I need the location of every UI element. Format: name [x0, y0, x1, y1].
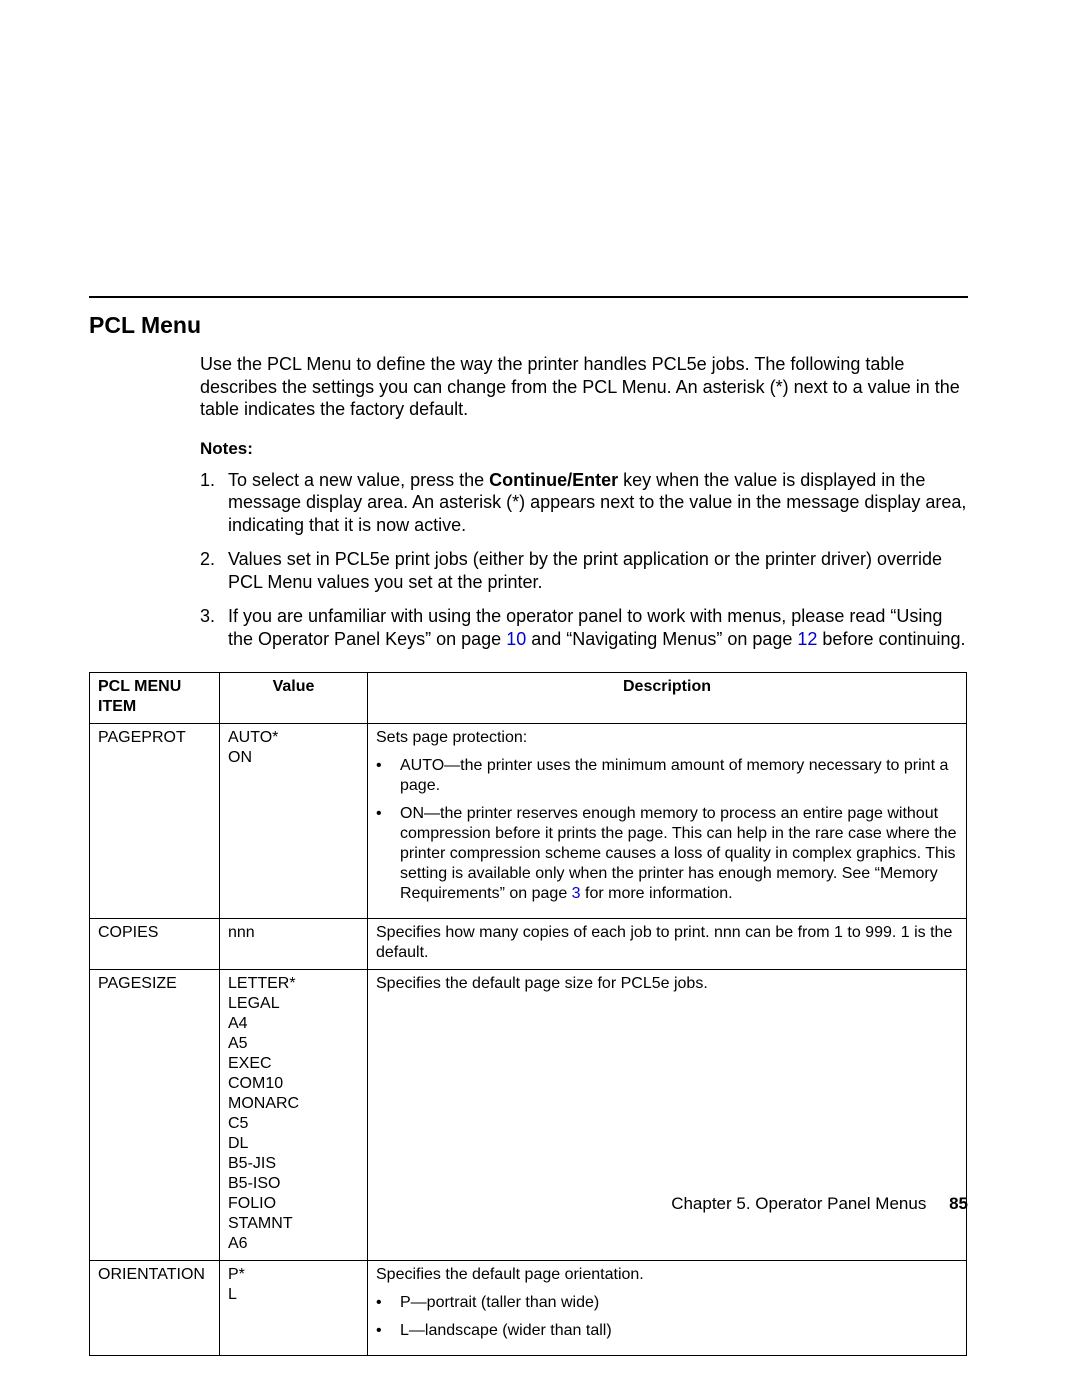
desc-bullet: •L—landscape (wider than tall)	[376, 1321, 958, 1341]
value-option: DL	[228, 1134, 359, 1154]
page-ref-link[interactable]: 3	[572, 885, 581, 902]
cell-item: ORIENTATION	[90, 1261, 220, 1356]
value-option: nnn	[228, 923, 359, 943]
footer-chapter: Chapter 5. Operator Panel Menus	[671, 1194, 926, 1213]
value-option: ON	[228, 748, 359, 768]
note-item: 2. Values set in PCL5e print jobs (eithe…	[200, 548, 968, 593]
cell-description: Sets page protection: •AUTO—the printer u…	[368, 724, 967, 919]
value-option: B5-JIS	[228, 1154, 359, 1174]
notes-label: Notes:	[200, 439, 968, 459]
value-option: C5	[228, 1114, 359, 1134]
bullet-text: AUTO—the printer uses the minimum amount…	[400, 756, 958, 796]
bullet-text: L—landscape (wider than tall)	[400, 1321, 612, 1341]
value-option: LETTER*	[228, 974, 359, 994]
value-option: MONARC	[228, 1094, 359, 1114]
intro-paragraph: Use the PCL Menu to define the way the p…	[200, 353, 968, 421]
bullet-icon: •	[376, 1293, 400, 1313]
table-header-row: PCL MENU ITEM Value Description	[90, 673, 967, 724]
desc-bullet: •AUTO—the printer uses the minimum amoun…	[376, 756, 958, 796]
bullet-icon: •	[376, 804, 400, 904]
desc-intro: Specifies the default page orientation.	[376, 1265, 958, 1285]
value-option: STAMNT	[228, 1214, 359, 1234]
cell-value: AUTO*ON	[220, 724, 368, 919]
value-option: A5	[228, 1034, 359, 1054]
note-text: If you are unfamiliar with using the ope…	[228, 605, 968, 650]
cell-description: Specifies how many copies of each job to…	[368, 919, 967, 970]
note-item: 1. To select a new value, press the Cont…	[200, 469, 968, 537]
value-option: LEGAL	[228, 994, 359, 1014]
cell-value: nnn	[220, 919, 368, 970]
page-ref-link[interactable]: 12	[797, 629, 817, 649]
desc-bullet-list: •AUTO—the printer uses the minimum amoun…	[376, 756, 958, 904]
cell-description: Specifies the default page orientation. •…	[368, 1261, 967, 1356]
value-option: B5-ISO	[228, 1174, 359, 1194]
page-ref-link[interactable]: 10	[506, 629, 526, 649]
cell-item: COPIES	[90, 919, 220, 970]
note-number: 2.	[200, 548, 228, 593]
cell-item: PAGESIZE	[90, 970, 220, 1261]
note-text: To select a new value, press the Continu…	[228, 469, 968, 537]
cell-item: PAGEPROT	[90, 724, 220, 919]
value-option: EXEC	[228, 1054, 359, 1074]
value-option: A6	[228, 1234, 359, 1254]
value-option: P*	[228, 1265, 359, 1285]
notes-list: 1. To select a new value, press the Cont…	[200, 469, 968, 651]
desc-bullet: •ON—the printer reserves enough memory t…	[376, 804, 958, 904]
page-footer: Chapter 5. Operator Panel Menus 85	[89, 1194, 968, 1214]
bullet-icon: •	[376, 756, 400, 796]
note-item: 3. If you are unfamiliar with using the …	[200, 605, 968, 650]
table-row: COPIES nnn Specifies how many copies of ea…	[90, 919, 967, 970]
desc-text: Specifies how many copies of each job to…	[376, 923, 958, 963]
note-text: Values set in PCL5e print jobs (either b…	[228, 548, 968, 593]
value-option: COM10	[228, 1074, 359, 1094]
cell-description: Specifies the default page size for PCL5…	[368, 970, 967, 1261]
col-header-item: PCL MENU ITEM	[90, 673, 220, 724]
desc-text: Specifies the default page size for PCL5…	[376, 974, 958, 994]
table-row: PAGESIZELETTER*LEGALA4A5EXECCOM10MONARCC…	[90, 970, 967, 1261]
cell-value: LETTER*LEGALA4A5EXECCOM10MONARCC5DLB5-JI…	[220, 970, 368, 1261]
col-header-value: Value	[220, 673, 368, 724]
desc-bullet-list: •P—portrait (taller than wide)•L—landsca…	[376, 1293, 958, 1341]
bullet-text: P—portrait (taller than wide)	[400, 1293, 599, 1313]
note-number: 3.	[200, 605, 228, 650]
section-title: PCL Menu	[89, 312, 968, 339]
bullet-icon: •	[376, 1321, 400, 1341]
pcl-menu-table: PCL MENU ITEM Value Description PAGEPROT…	[89, 672, 967, 1356]
bullet-text: ON—the printer reserves enough memory to…	[400, 804, 958, 904]
value-option: L	[228, 1285, 359, 1305]
desc-intro: Sets page protection:	[376, 728, 958, 748]
value-option: A4	[228, 1014, 359, 1034]
note-number: 1.	[200, 469, 228, 537]
footer-page-number: 85	[949, 1194, 968, 1213]
section-rule	[89, 296, 968, 298]
col-header-description: Description	[368, 673, 967, 724]
table-row: ORIENTATIONP*LSpecifies the default page…	[90, 1261, 967, 1356]
cell-value: P*L	[220, 1261, 368, 1356]
desc-bullet: •P—portrait (taller than wide)	[376, 1293, 958, 1313]
table-row: PAGEPROTAUTO*ONSets page protection:•AUT…	[90, 724, 967, 919]
value-option: AUTO*	[228, 728, 359, 748]
